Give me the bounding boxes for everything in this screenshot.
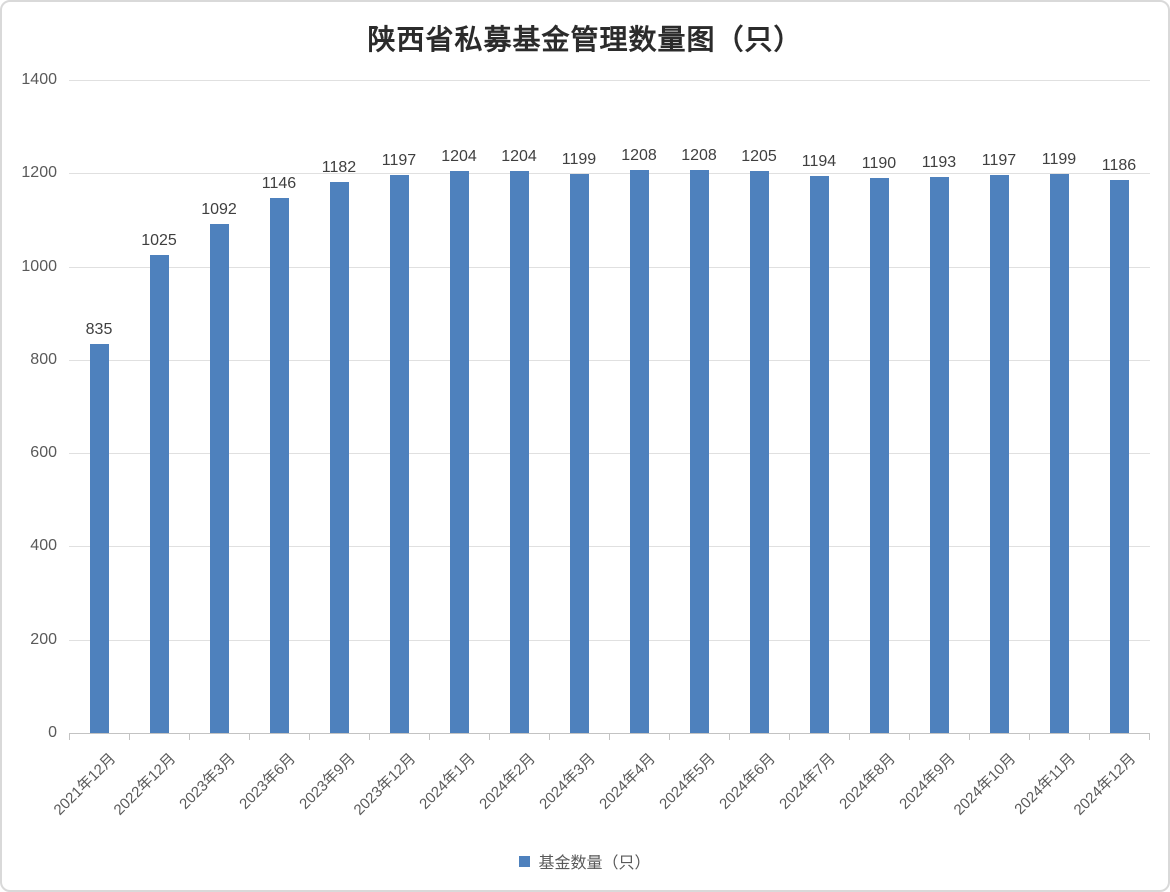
bar-value-label: 1193 [921, 153, 957, 171]
y-axis-tick-label: 200 [30, 630, 57, 648]
bar [269, 198, 289, 733]
x-axis-category-label-text: 2021年12月 [50, 750, 120, 819]
x-axis-tick [729, 733, 730, 740]
gridline [69, 453, 1150, 455]
bar-value-label: 1186 [1101, 156, 1137, 174]
x-axis-tick [429, 733, 430, 740]
x-axis-tick [609, 733, 610, 740]
bar-value-label: 1199 [561, 150, 597, 168]
bar [629, 169, 649, 733]
bar-value-label: 1146 [261, 175, 297, 193]
bar [389, 174, 409, 733]
x-axis-category-label-text: 2024年2月 [476, 750, 540, 813]
bar [569, 173, 589, 733]
x-axis-category-label-text: 2022年12月 [110, 750, 180, 819]
x-axis-tick [1029, 733, 1030, 740]
bar [329, 181, 349, 733]
bar-value-label: 1197 [981, 151, 1017, 169]
x-axis-tick [309, 733, 310, 740]
bar-value-label: 1025 [141, 231, 177, 249]
x-axis-category-label-text: 2024年8月 [836, 750, 900, 813]
gridline [69, 546, 1150, 548]
bar-value-label: 1199 [1041, 150, 1077, 168]
bar-value-label: 1208 [681, 146, 717, 164]
y-axis-tick-label: 1000 [21, 257, 57, 275]
bar [749, 170, 769, 733]
bar [149, 254, 169, 733]
bar [989, 174, 1009, 733]
chart-title: 陕西省私募基金管理数量图（只） [367, 23, 803, 56]
bar [869, 177, 889, 733]
bar-value-label: 1182 [321, 158, 357, 176]
bar-value-label: 1197 [381, 151, 417, 169]
x-axis-tick [789, 733, 790, 740]
gridline [69, 639, 1150, 641]
x-axis-category-label-text: 2024年1月 [416, 750, 480, 813]
gridline [69, 173, 1150, 175]
legend-label: 基金数量（只） [538, 855, 651, 872]
x-axis-tick [69, 733, 70, 740]
x-axis-category-label-text: 2024年10月 [950, 750, 1020, 819]
gridline [69, 80, 1150, 81]
bar [1049, 173, 1069, 733]
x-axis-category-label-text: 2023年3月 [176, 750, 240, 813]
x-axis-category-label-text: 2024年12月 [1070, 750, 1140, 819]
x-axis-category-label-text: 2024年5月 [656, 750, 720, 813]
x-axis-tick [909, 733, 910, 740]
bar [689, 169, 709, 733]
x-axis-category-label-text: 2024年3月 [536, 750, 600, 813]
x-axis-category-label-text: 2024年11月 [1011, 750, 1080, 818]
x-axis-tick [669, 733, 670, 740]
x-axis-tick [549, 733, 550, 740]
bar [809, 176, 829, 733]
x-axis-tick [849, 733, 850, 740]
x-axis-tick [189, 733, 190, 740]
y-axis-tick-label: 1400 [21, 71, 57, 88]
bar [89, 343, 109, 733]
bar-value-label: 1190 [861, 154, 897, 172]
y-axis-tick-label: 400 [30, 537, 57, 555]
y-axis-tick-label: 0 [48, 724, 57, 741]
x-axis-tick [489, 733, 490, 740]
bar [449, 171, 469, 733]
gridline [69, 359, 1150, 361]
x-axis-category-label-text: 2023年6月 [236, 750, 300, 813]
x-axis-category-label-text: 2024年4月 [596, 750, 660, 813]
x-axis-tick [369, 733, 370, 740]
x-axis-tick [129, 733, 130, 740]
bar-value-label: 1204 [441, 148, 477, 166]
x-axis-tick [1149, 733, 1150, 740]
y-axis-tick-label: 1200 [21, 164, 57, 182]
x-axis-category-label-text: 2023年12月 [350, 750, 420, 819]
x-axis-category-label-text: 2024年6月 [716, 750, 780, 813]
bar [1109, 179, 1129, 733]
y-axis-tick-label: 600 [30, 444, 57, 462]
y-axis-tick-label: 800 [30, 350, 57, 368]
bar-value-label: 1194 [801, 153, 837, 171]
bar [929, 176, 949, 733]
bar-value-label: 1204 [501, 148, 537, 166]
x-axis-tick [1089, 733, 1090, 740]
x-axis-tick [249, 733, 250, 740]
bar-value-label: 1205 [741, 147, 777, 165]
bar [209, 223, 229, 733]
gridline [69, 266, 1150, 268]
bar-value-label: 1092 [201, 200, 237, 218]
x-axis-tick [969, 733, 970, 740]
bar [509, 171, 529, 733]
bar-value-label: 1208 [621, 146, 657, 164]
x-axis-category-label-text: 2024年7月 [776, 750, 840, 813]
bar-value-label: 835 [85, 320, 113, 338]
legend-swatch [519, 855, 531, 867]
legend: 基金数量（只） [2, 849, 1168, 873]
